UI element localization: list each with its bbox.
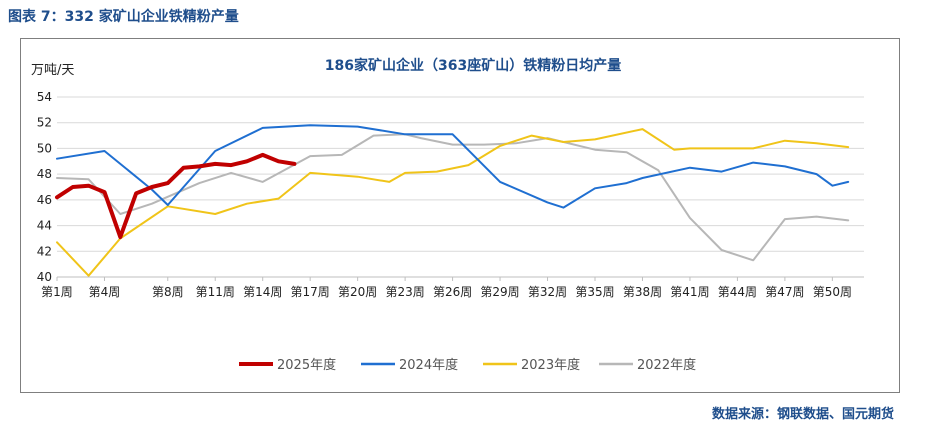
y-tick-label: 42 — [37, 244, 52, 258]
x-tick-label: 第35周 — [575, 285, 614, 299]
series-lines — [55, 124, 850, 277]
chart-frame: 186家矿山企业（363座矿山）铁精粉日均产量 万吨/天 40 42 44 46 48 5… — [20, 38, 900, 393]
legend-label: 2024年度 — [399, 357, 458, 373]
legend-label: 2023年度 — [521, 357, 580, 373]
figure-caption: 图表 7：332 家矿山企业铁精粉产量 — [8, 9, 239, 25]
y-tick-label: 50 — [37, 141, 52, 155]
legend: 2025年度 2024年度 2023年度 2022年度 — [239, 357, 696, 373]
x-tick-label: 第41周 — [670, 285, 709, 299]
series-line-2025年度 — [55, 152, 297, 240]
y-tick-label: 40 — [37, 270, 52, 284]
line-chart: 186家矿山企业（363座矿山）铁精粉日均产量 万吨/天 40 42 44 46 48 5… — [31, 57, 864, 373]
x-tick-label: 第23周 — [385, 285, 424, 299]
x-tick-label: 第17周 — [291, 285, 330, 299]
x-tick-label: 第4周 — [89, 285, 121, 299]
series-line-2023年度 — [56, 128, 850, 277]
x-tick-label: 第20周 — [338, 285, 377, 299]
y-tick-label: 52 — [37, 116, 52, 130]
series-line-2024年度 — [56, 124, 850, 209]
x-tick-label: 第47周 — [765, 285, 804, 299]
data-source-note: 数据来源：钢联数据、国元期货 — [711, 407, 894, 422]
x-tick-label: 第1周 — [41, 285, 73, 299]
y-axis-label: 万吨/天 — [31, 63, 74, 78]
x-axis-ticks: 第1周 第4周 第8周 第11周 第14周 第17周 第20周 第23周 第26周 第29周 第32… — [41, 277, 852, 299]
y-tick-label: 46 — [37, 193, 52, 207]
chart-title: 186家矿山企业（363座矿山）铁精粉日均产量 — [325, 57, 621, 74]
y-tick-label: 54 — [37, 90, 52, 104]
series-line-2022年度 — [56, 133, 850, 262]
x-tick-label: 第50周 — [813, 285, 852, 299]
x-tick-label: 第38周 — [623, 285, 662, 299]
x-tick-label: 第44周 — [718, 285, 757, 299]
y-tick-label: 48 — [37, 167, 52, 181]
x-tick-label: 第26周 — [433, 285, 472, 299]
x-tick-label: 第29周 — [480, 285, 519, 299]
legend-label: 2025年度 — [277, 357, 336, 373]
y-tick-label: 44 — [37, 219, 52, 233]
x-tick-label: 第11周 — [196, 285, 235, 299]
y-axis-ticks: 40 42 44 46 48 50 52 54 — [37, 90, 52, 284]
x-tick-label: 第32周 — [528, 285, 567, 299]
x-tick-label: 第8周 — [152, 285, 184, 299]
x-tick-label: 第14周 — [243, 285, 282, 299]
y-gridlines — [57, 96, 864, 278]
legend-label: 2022年度 — [637, 357, 696, 373]
